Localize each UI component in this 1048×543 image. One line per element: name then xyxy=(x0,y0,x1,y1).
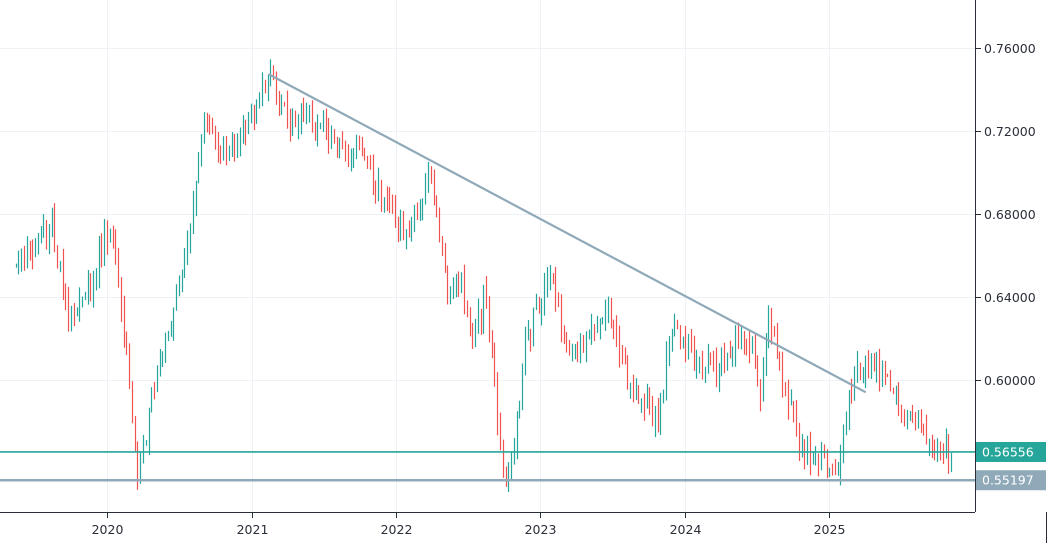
price-tick-label: 0.60000 xyxy=(984,373,1036,388)
price-tag-label: 0.56556 xyxy=(982,444,1034,459)
descending-trendline[interactable] xyxy=(268,73,866,393)
time-axis[interactable]: 2020 2021 2022 2023 2024 2025 xyxy=(92,513,846,537)
price-axis[interactable]: 0.76000 0.72000 0.68000 0.64000 0.60000 xyxy=(976,41,1036,388)
time-tick-label: 2022 xyxy=(381,522,413,537)
price-tag-label: 0.55197 xyxy=(982,473,1034,488)
price-tick-label: 0.76000 xyxy=(984,41,1036,56)
ohlc-bars xyxy=(15,59,953,493)
time-tick-label: 2020 xyxy=(92,522,124,537)
time-tick-label: 2025 xyxy=(814,522,846,537)
price-tick-label: 0.64000 xyxy=(984,290,1036,305)
price-tag-box xyxy=(976,470,1046,491)
price-tag-box xyxy=(976,441,1046,462)
price-tick-label: 0.72000 xyxy=(984,124,1036,139)
time-tick-label: 2023 xyxy=(525,522,557,537)
price-tick-label: 0.68000 xyxy=(984,207,1036,222)
time-tick-label: 2024 xyxy=(670,522,702,537)
drawing-lines xyxy=(0,73,975,482)
time-tick-label: 2021 xyxy=(237,522,269,537)
price-tags: 0.56556 0.55197 xyxy=(976,441,1046,491)
chart-grid xyxy=(0,0,975,512)
